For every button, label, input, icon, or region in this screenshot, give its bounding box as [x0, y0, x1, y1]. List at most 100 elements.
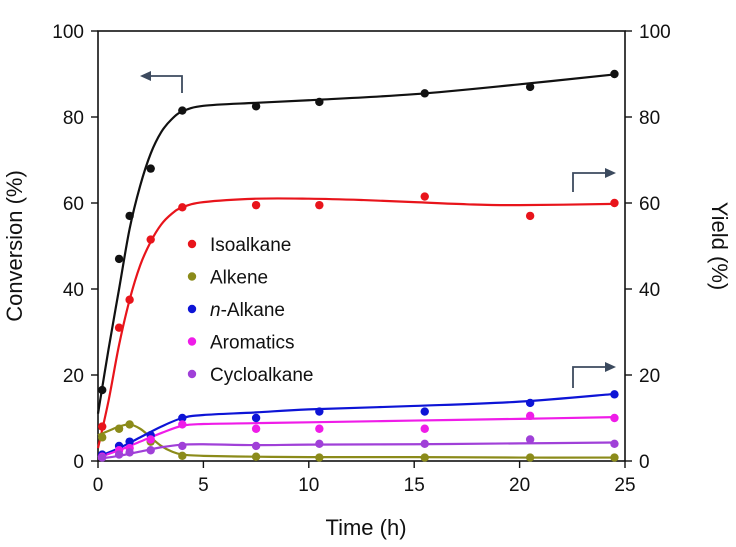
plot-frame [97, 30, 626, 462]
point-aromatics [420, 424, 429, 433]
legend: Isoalkane Alkene n-Alkane Aromatics Cycloalk… [187, 235, 314, 386]
y-tick-label-left: 60 [63, 194, 84, 215]
fit-line-aromatics [97, 416, 615, 459]
point-conversion [125, 211, 134, 221]
point-alkene [610, 453, 619, 462]
point-isoalkane [114, 323, 124, 332]
y-tick-label-right: 0 [639, 452, 650, 473]
point-alkene [525, 453, 535, 462]
point-aromatics [610, 413, 619, 423]
x-tick-label: 15 [404, 475, 425, 496]
axis-ticks [91, 30, 632, 468]
legend-marker-aromatics [187, 337, 197, 346]
point-cycloalkane [178, 441, 187, 451]
y-tick-label-right: 20 [639, 366, 660, 387]
point-n-alkane [610, 390, 619, 399]
fit-line-n-alkane [97, 392, 615, 458]
legend-marker-n-alkane [187, 304, 197, 314]
point-conversion [610, 69, 619, 79]
point-n-alkane [525, 398, 535, 408]
point-conversion [525, 82, 535, 92]
point-isoalkane [98, 422, 107, 431]
legend-marker-cycloalkane [187, 369, 197, 379]
point-alkene [251, 452, 261, 461]
point-conversion [315, 97, 324, 107]
point-isoalkane [315, 200, 324, 210]
point-alkene [125, 420, 134, 429]
y-tick-label-left: 40 [63, 280, 84, 301]
fit-lines [96, 73, 615, 460]
point-cycloalkane [610, 439, 619, 448]
legend-label-cycloalkane: Cycloalkane [210, 365, 314, 386]
point-conversion [98, 385, 107, 395]
legend-label-n-alkane: n-Alkane [210, 300, 285, 321]
point-cycloalkane [315, 439, 324, 448]
point-isoalkane [251, 200, 261, 210]
data-points [98, 69, 619, 462]
point-n-alkane [315, 407, 324, 416]
x-tick-label: 20 [509, 475, 530, 496]
point-alkene [114, 424, 124, 433]
point-conversion [178, 106, 187, 115]
point-n-alkane [420, 407, 429, 416]
y-tick-label-right: 80 [639, 108, 660, 129]
y-tick-label-left: 20 [63, 366, 84, 387]
point-cycloalkane [525, 435, 535, 444]
point-isoalkane [146, 235, 155, 244]
fit-line-isoalkane [96, 197, 615, 449]
arrow-head-icon [605, 362, 616, 372]
axis-arrows [140, 71, 616, 388]
y-tick-label-left: 0 [73, 452, 84, 473]
point-aromatics [146, 435, 155, 444]
point-conversion [114, 254, 124, 264]
x-axis-title: Time (h) [325, 515, 406, 540]
point-isoalkane [525, 211, 535, 221]
x-tick-label: 25 [614, 475, 635, 496]
point-aromatics [178, 420, 187, 429]
point-alkene [98, 433, 107, 442]
point-aromatics [251, 424, 261, 433]
point-alkene [420, 453, 429, 462]
point-isoalkane [610, 198, 619, 208]
plot-border [97, 30, 626, 462]
point-conversion [420, 89, 429, 98]
arrow-left-icon [144, 75, 183, 93]
point-isoalkane [125, 295, 134, 304]
legend-label-aromatics: Aromatics [210, 333, 294, 354]
legend-marker-isoalkane [187, 239, 197, 249]
point-cycloalkane [98, 453, 107, 462]
arrow-right-icon [572, 172, 612, 192]
arrow-head-icon [140, 71, 151, 81]
y-tick-label-right: 100 [639, 22, 671, 43]
y-axis-title-left: Conversion (%) [2, 170, 27, 322]
point-isoalkane [178, 203, 187, 212]
point-conversion [251, 102, 261, 111]
point-n-alkane [125, 437, 134, 446]
x-tick-label: 5 [198, 475, 209, 496]
fit-line-conversion [96, 73, 615, 414]
legend-marker-alkene [187, 272, 197, 281]
legend-label-alkene: Alkene [210, 268, 268, 289]
y-tick-label-right: 40 [639, 280, 660, 301]
point-n-alkane [251, 413, 261, 423]
arrow-head-icon [605, 168, 616, 178]
legend-label-isoalkane: Isoalkane [210, 235, 291, 256]
x-tick-label: 10 [298, 475, 319, 496]
point-cycloalkane [146, 446, 155, 455]
y-tick-label-left: 80 [63, 108, 84, 129]
point-aromatics [315, 424, 324, 433]
point-cycloalkane [114, 450, 124, 459]
fit-line-alkene [97, 423, 615, 459]
y-tick-label-left: 100 [52, 22, 84, 43]
point-cycloalkane [251, 441, 261, 451]
point-n-alkane [178, 413, 187, 423]
x-tick-label: 0 [93, 475, 104, 496]
point-aromatics [525, 411, 535, 421]
arrow-right-icon [572, 366, 612, 388]
point-alkene [315, 453, 324, 462]
y-tick-label-right: 60 [639, 194, 660, 215]
point-cycloalkane [125, 448, 134, 457]
point-conversion [146, 164, 155, 173]
